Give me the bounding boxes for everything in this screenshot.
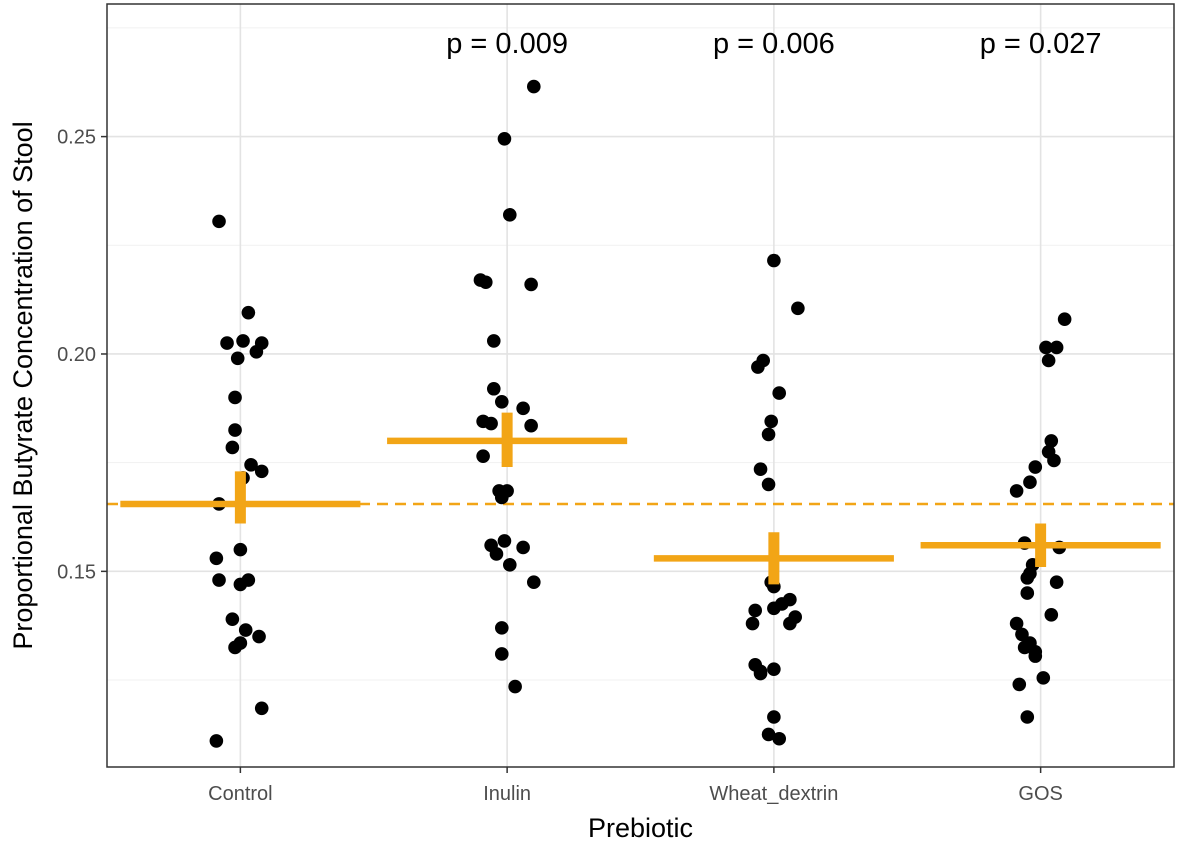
data-point <box>767 662 781 676</box>
panel-border <box>106 3 1175 768</box>
data-point <box>249 345 264 359</box>
data-point <box>486 334 501 348</box>
p-value-annotation: p = 0.027 <box>980 28 1102 60</box>
grid <box>107 4 1174 767</box>
data-point <box>761 427 776 442</box>
x-tick-label: Control <box>208 783 272 805</box>
data-point <box>502 208 517 222</box>
data-point <box>527 575 541 590</box>
x-axis-title: Prebiotic <box>588 813 693 843</box>
data-point <box>1015 627 1029 642</box>
y-axis-title: Proportional Butyrate Concentration of S… <box>8 121 38 649</box>
data-point <box>241 305 256 320</box>
data-point <box>1009 616 1024 631</box>
data-point <box>783 616 797 631</box>
data-point <box>753 462 768 476</box>
data-point <box>502 558 517 572</box>
data-point <box>767 601 781 616</box>
data-point <box>508 679 522 694</box>
data-point <box>1041 353 1056 368</box>
data-point <box>494 621 509 635</box>
data-point <box>1047 453 1061 468</box>
y-tick-label: 0.25 <box>57 127 96 149</box>
y-tick-label: 0.20 <box>57 344 96 366</box>
data-point <box>497 131 512 146</box>
data-point <box>209 734 224 748</box>
data-point <box>476 449 490 463</box>
data-point <box>753 666 768 681</box>
data-point <box>225 440 240 455</box>
data-point <box>748 603 763 618</box>
data-point <box>1020 586 1035 600</box>
data-point <box>516 540 530 555</box>
data-point <box>494 647 509 661</box>
data-point <box>497 534 512 548</box>
data-point <box>1049 340 1064 355</box>
data-point <box>1028 644 1043 659</box>
data-point <box>484 416 498 431</box>
data-point <box>254 464 269 479</box>
data-point <box>791 301 805 316</box>
data-point <box>767 710 781 724</box>
data-point <box>1012 677 1027 692</box>
data-point <box>209 551 224 566</box>
data-point <box>1009 484 1024 498</box>
data-point <box>254 701 269 716</box>
data-point <box>228 423 242 437</box>
annotations: p = 0.009 p = 0.006 p = 0.027 <box>446 28 1101 60</box>
y-tick-label: 0.15 <box>57 561 96 583</box>
data-point <box>772 386 787 400</box>
data-point <box>244 458 258 472</box>
axes: 0.15 0.20 0.25 Control Inulin Wheat_dextrin GO… <box>57 127 1063 805</box>
data-point <box>764 414 779 429</box>
data-point <box>228 640 242 655</box>
data-point <box>1028 460 1043 474</box>
data-point <box>745 616 760 631</box>
data-point <box>252 629 266 644</box>
x-tick-label: Wheat_dextrin <box>709 783 838 805</box>
data-point <box>220 336 234 350</box>
data-point <box>772 731 787 746</box>
x-tick-label: GOS <box>1018 783 1062 805</box>
data-point <box>527 79 541 94</box>
data-point <box>233 542 248 557</box>
data-point <box>1036 671 1051 685</box>
data-point <box>1020 710 1035 724</box>
data-point <box>228 390 242 405</box>
data-point <box>1049 575 1064 590</box>
data-point <box>1044 434 1059 448</box>
data-points <box>209 79 1072 748</box>
data-point <box>1017 640 1032 655</box>
data-point <box>236 334 250 348</box>
data-point <box>1057 312 1072 326</box>
data-point <box>212 214 226 229</box>
data-point <box>494 490 509 505</box>
data-point <box>212 573 226 587</box>
data-point <box>761 727 776 742</box>
data-point <box>516 401 530 416</box>
data-point <box>1023 475 1037 490</box>
p-value-annotation: p = 0.006 <box>713 28 835 60</box>
x-tick-label: Inulin <box>483 783 531 805</box>
data-point <box>478 275 493 290</box>
p-value-annotation: p = 0.009 <box>446 28 568 60</box>
data-point <box>225 612 240 626</box>
data-point <box>767 253 781 268</box>
data-point <box>494 395 509 409</box>
summary-markers <box>120 412 1161 585</box>
data-point <box>230 351 245 366</box>
data-point <box>751 360 765 374</box>
data-point <box>524 418 538 433</box>
data-point <box>1020 571 1035 585</box>
data-point <box>761 477 776 492</box>
data-point <box>489 547 504 561</box>
data-point <box>524 277 538 292</box>
data-point <box>238 623 253 637</box>
data-point <box>1039 340 1053 355</box>
data-point <box>1044 608 1059 622</box>
data-point <box>233 577 248 592</box>
data-point <box>486 381 501 396</box>
